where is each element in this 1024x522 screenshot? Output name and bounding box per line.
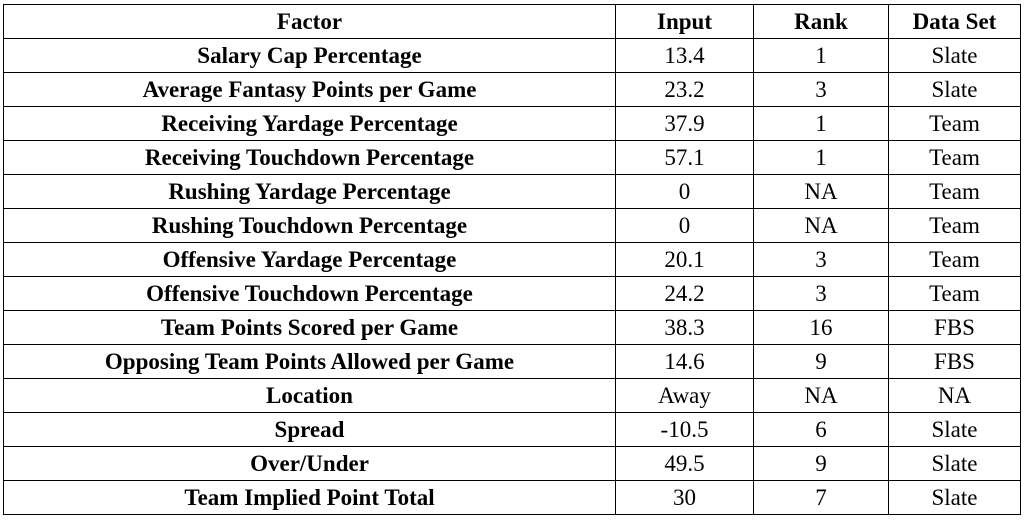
table-row: Offensive Touchdown Percentage 24.2 3 Team: [3, 276, 1021, 311]
cell-input: 24.2: [615, 276, 754, 311]
cell-data-set: Slate: [888, 480, 1021, 515]
cell-rank: NA: [753, 378, 889, 413]
table-row: Receiving Yardage Percentage 37.9 1 Team: [3, 106, 1021, 141]
cell-input: 0: [615, 208, 754, 243]
cell-rank: 9: [753, 344, 889, 379]
cell-factor: Offensive Yardage Percentage: [3, 242, 616, 277]
cell-data-set: Slate: [888, 38, 1021, 73]
table-row: Spread -10.5 6 Slate: [3, 412, 1021, 447]
cell-rank: NA: [753, 174, 889, 209]
cell-rank: 3: [753, 72, 889, 107]
table-header: Factor Input Rank Data Set: [3, 4, 1021, 39]
table-row: Team Implied Point Total 30 7 Slate: [3, 480, 1021, 515]
cell-factor: Over/Under: [3, 446, 616, 481]
cell-data-set: Team: [888, 276, 1021, 311]
table-row: Rushing Touchdown Percentage 0 NA Team: [3, 208, 1021, 243]
header-input: Input: [615, 4, 754, 39]
table-row: Offensive Yardage Percentage 20.1 3 Team: [3, 242, 1021, 277]
cell-data-set: Team: [888, 242, 1021, 277]
cell-input: 23.2: [615, 72, 754, 107]
header-rank: Rank: [753, 4, 889, 39]
header-row: Factor Input Rank Data Set: [3, 4, 1021, 39]
cell-input: 14.6: [615, 344, 754, 379]
cell-data-set: Slate: [888, 72, 1021, 107]
cell-input: Away: [615, 378, 754, 413]
cell-rank: 6: [753, 412, 889, 447]
table-row: Rushing Yardage Percentage 0 NA Team: [3, 174, 1021, 209]
cell-input: 57.1: [615, 140, 754, 175]
cell-rank: 9: [753, 446, 889, 481]
cell-rank: 1: [753, 140, 889, 175]
cell-factor: Opposing Team Points Allowed per Game: [3, 344, 616, 379]
cell-rank: 1: [753, 38, 889, 73]
table-row: Average Fantasy Points per Game 23.2 3 Slat…: [3, 72, 1021, 107]
cell-rank: NA: [753, 208, 889, 243]
cell-data-set: FBS: [888, 344, 1021, 379]
cell-input: 30: [615, 480, 754, 515]
cell-factor: Rushing Touchdown Percentage: [3, 208, 616, 243]
cell-factor: Receiving Touchdown Percentage: [3, 140, 616, 175]
cell-factor: Team Implied Point Total: [3, 480, 616, 515]
cell-input: -10.5: [615, 412, 754, 447]
cell-input: 20.1: [615, 242, 754, 277]
cell-factor: Average Fantasy Points per Game: [3, 72, 616, 107]
cell-input: 0: [615, 174, 754, 209]
cell-rank: 3: [753, 242, 889, 277]
cell-data-set: Slate: [888, 446, 1021, 481]
cell-rank: 1: [753, 106, 889, 141]
cell-data-set: Slate: [888, 412, 1021, 447]
cell-data-set: Team: [888, 140, 1021, 175]
cell-factor: Offensive Touchdown Percentage: [3, 276, 616, 311]
cell-factor: Rushing Yardage Percentage: [3, 174, 616, 209]
cell-factor: Spread: [3, 412, 616, 447]
cell-data-set: Team: [888, 106, 1021, 141]
cell-factor: Receiving Yardage Percentage: [3, 106, 616, 141]
cell-data-set: Team: [888, 174, 1021, 209]
cell-rank: 16: [753, 310, 889, 345]
header-factor: Factor: [3, 4, 616, 39]
cell-factor: Location: [3, 378, 616, 413]
table-row: Team Points Scored per Game 38.3 16 FBS: [3, 310, 1021, 345]
cell-input: 49.5: [615, 446, 754, 481]
cell-input: 13.4: [615, 38, 754, 73]
table-row: Salary Cap Percentage 13.4 1 Slate: [3, 38, 1021, 73]
table-row: Opposing Team Points Allowed per Game 14.…: [3, 344, 1021, 379]
cell-factor: Salary Cap Percentage: [3, 38, 616, 73]
cell-rank: 3: [753, 276, 889, 311]
cell-data-set: NA: [888, 378, 1021, 413]
table-row: Location Away NA NA: [3, 378, 1021, 413]
cell-input: 38.3: [615, 310, 754, 345]
factor-table: Factor Input Rank Data Set Salary Cap Pe…: [3, 4, 1021, 515]
cell-factor: Team Points Scored per Game: [3, 310, 616, 345]
cell-data-set: Team: [888, 208, 1021, 243]
table-row: Over/Under 49.5 9 Slate: [3, 446, 1021, 481]
header-data-set: Data Set: [888, 4, 1021, 39]
table-row: Receiving Touchdown Percentage 57.1 1 Team: [3, 140, 1021, 175]
cell-input: 37.9: [615, 106, 754, 141]
cell-rank: 7: [753, 480, 889, 515]
factor-table-container: Factor Input Rank Data Set Salary Cap Pe…: [3, 4, 1021, 515]
cell-data-set: FBS: [888, 310, 1021, 345]
table-body: Salary Cap Percentage 13.4 1 Slate Average F…: [3, 38, 1021, 515]
